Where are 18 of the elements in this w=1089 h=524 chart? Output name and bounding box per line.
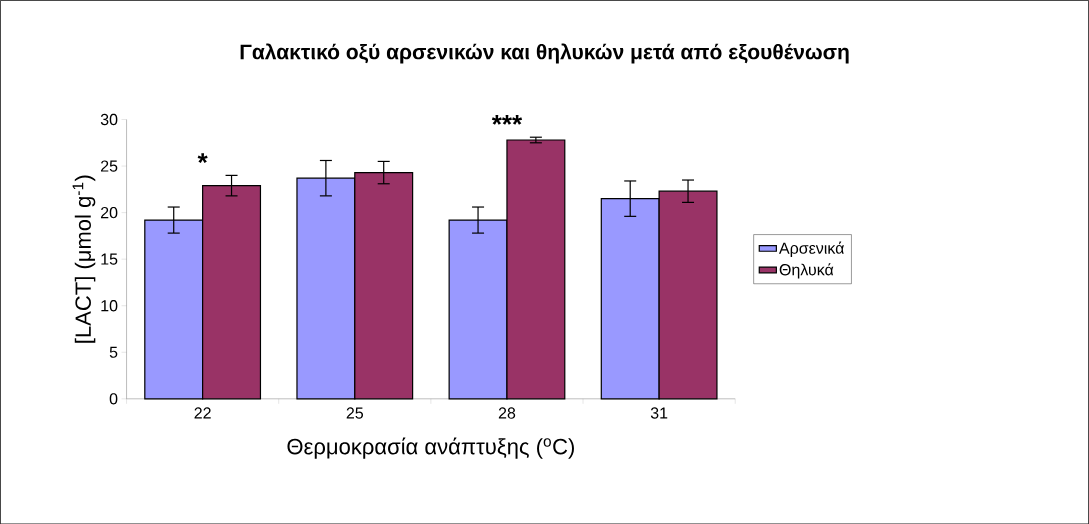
y-tick-label: 0 <box>109 392 118 405</box>
legend-label: Θηλυκά <box>779 263 834 279</box>
y-axis-title: [LACT] (μmol g$^{-1}$) <box>72 175 96 343</box>
x-tick-label: 28 <box>498 407 516 419</box>
x-tick-label: 25 <box>346 407 364 419</box>
y-tick-label: 5 <box>109 346 118 358</box>
chart-title: Γαλακτικό οξύ αρσενικών και θηλυκών μετά από εξουθένωση <box>240 43 849 64</box>
legend-label: Αρσενικά <box>779 241 844 257</box>
y-tick-label: 30 <box>100 113 118 126</box>
x-axis-title: Θερμοκρασία ανάπτυξης ($^{o}$C) <box>287 437 574 459</box>
y-tick-label: 10 <box>101 299 118 312</box>
y-tick-label: 20 <box>100 206 118 219</box>
y-tick-label: 25 <box>100 160 118 172</box>
y-tick-label: 15 <box>101 253 118 265</box>
annotation: * <box>197 153 208 163</box>
annotation: *** <box>491 114 523 125</box>
x-tick-label: 22 <box>194 407 211 419</box>
x-tick-label: 31 <box>650 407 668 419</box>
